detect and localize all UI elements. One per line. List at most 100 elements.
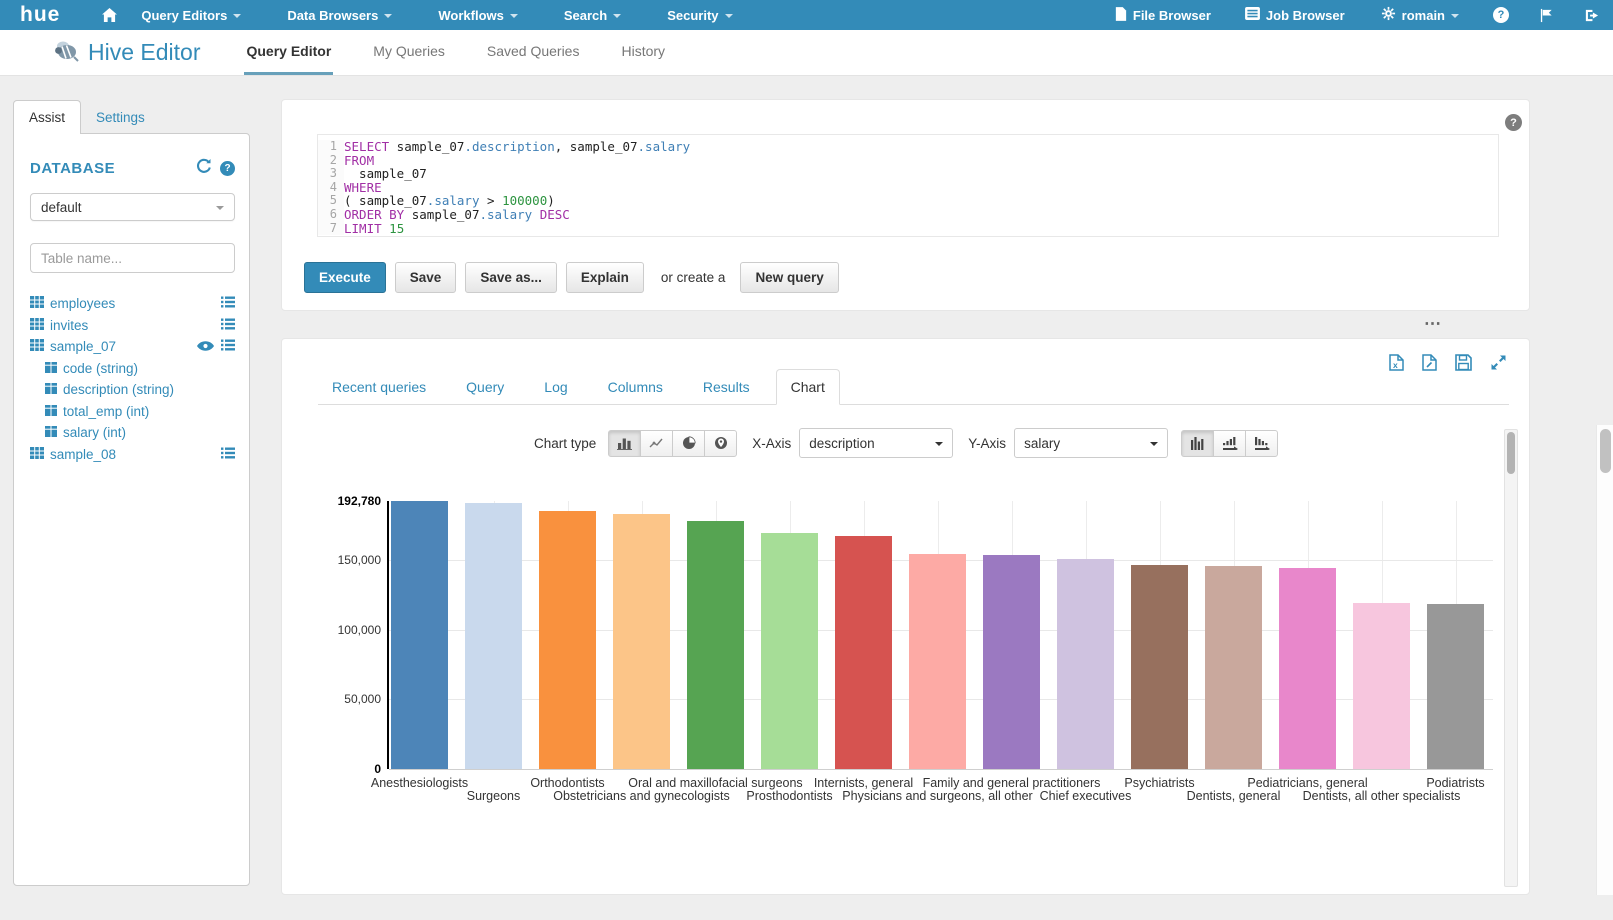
tab-my-queries[interactable]: My Queries [373, 43, 445, 59]
column-row-total-emp[interactable]: total_emp (int) [30, 401, 235, 423]
logout-icon[interactable] [1584, 8, 1599, 23]
database-select[interactable]: default [30, 193, 235, 221]
column-row-code[interactable]: code (string) [30, 358, 235, 380]
tab-results[interactable]: Results [702, 379, 750, 395]
chart-bar[interactable] [761, 532, 818, 769]
x-axis-select[interactable]: description [799, 428, 954, 458]
sql-line[interactable]: 1 SELECT sample_07.description, sample_07… [318, 139, 1498, 154]
column-icon [45, 425, 57, 440]
sql-line[interactable]: 7 LIMIT 15 [318, 221, 1498, 236]
home-icon[interactable] [102, 8, 118, 22]
x-axis-category-label: Surgeons [466, 789, 521, 803]
refresh-icon[interactable] [196, 158, 212, 179]
sql-line[interactable]: 5( sample_07.salary > 100000) [318, 194, 1498, 208]
nav-search[interactable]: Search [564, 8, 622, 23]
bar-chart-type-button[interactable] [608, 429, 642, 457]
file-export-icon[interactable] [1422, 354, 1437, 376]
tab-settings[interactable]: Settings [96, 110, 145, 125]
table-row-employees[interactable]: employees [30, 293, 235, 315]
tab-assist[interactable]: Assist [13, 100, 82, 134]
save-button[interactable]: Save [394, 262, 457, 293]
chart-bar[interactable] [1205, 565, 1262, 769]
hue-logo[interactable]: hue [20, 3, 61, 26]
tab-saved-queries[interactable]: Saved Queries [486, 43, 580, 59]
chart-bar[interactable] [1427, 604, 1484, 769]
tab-columns[interactable]: Columns [607, 379, 663, 395]
chart-bar[interactable] [1279, 567, 1336, 769]
new-query-button[interactable]: New query [740, 262, 839, 293]
line-number: 4 [318, 180, 344, 195]
hive-bee-logo-icon [52, 37, 80, 69]
nav-file-browser[interactable]: File Browser [1115, 6, 1211, 24]
table-menu-icon[interactable] [221, 318, 235, 333]
chart-bar[interactable] [909, 553, 966, 769]
chart-bar[interactable] [1131, 564, 1188, 769]
results-scrollbar-thumb[interactable] [1507, 432, 1515, 474]
sql-line[interactable]: 6 ORDER BY sample_07.salary DESC [318, 207, 1498, 222]
sql-editor[interactable]: 1 SELECT sample_07.description, sample_07… [317, 134, 1499, 237]
chart-bar[interactable] [835, 536, 892, 769]
sql-line[interactable]: 4 WHERE [318, 179, 1498, 195]
table-row-invites[interactable]: invites [30, 315, 235, 337]
tab-chart[interactable]: Chart [775, 369, 840, 405]
save-as-button[interactable]: Save as... [465, 262, 557, 293]
column-icon [45, 382, 57, 397]
nav-query-editors[interactable]: Query Editors [141, 8, 242, 23]
x-axis-category-label: Family and general practitioners [922, 776, 1101, 790]
excel-export-icon[interactable]: x [1389, 354, 1404, 376]
tab-recent-queries[interactable]: Recent queries [332, 379, 427, 395]
editor-help-icon[interactable]: ? [1505, 114, 1522, 131]
line-chart-type-button[interactable] [640, 429, 674, 457]
table-tree: employees invites sample_07 code (string… [30, 293, 235, 465]
pie-chart-type-button[interactable] [672, 429, 706, 457]
nav-user-menu[interactable]: romain [1381, 6, 1459, 24]
save-results-icon[interactable] [1455, 354, 1472, 376]
sql-line[interactable]: 3 sample_07 [318, 167, 1498, 181]
x-axis-category-label: Internists, general [813, 776, 914, 790]
y-axis-select[interactable]: salary [1014, 428, 1169, 458]
tab-query-editor[interactable]: Query Editor [244, 30, 334, 75]
nav-security[interactable]: Security [667, 8, 733, 23]
chart-bar[interactable] [465, 502, 522, 769]
nav-workflows[interactable]: Workflows [438, 8, 518, 23]
tab-query[interactable]: Query [466, 379, 505, 395]
sql-code: WHERE [344, 179, 382, 195]
sort-asc-button[interactable] [1213, 429, 1247, 457]
table-menu-icon[interactable] [221, 296, 235, 311]
sort-desc-button[interactable] [1245, 429, 1279, 457]
explain-button[interactable]: Explain [565, 262, 644, 293]
table-menu-icon[interactable] [221, 447, 235, 462]
chart-bar[interactable] [687, 520, 744, 769]
help-icon[interactable]: ? [1493, 7, 1509, 23]
table-filter-input[interactable] [30, 243, 235, 273]
sql-line[interactable]: 2 FROM [318, 153, 1498, 168]
column-row-salary[interactable]: salary (int) [30, 422, 235, 444]
chart-bar[interactable] [539, 511, 596, 769]
flag-icon[interactable] [1539, 8, 1554, 23]
table-row-sample-08[interactable]: sample_08 [30, 444, 235, 466]
preview-eye-icon[interactable] [197, 339, 214, 354]
chart-bar[interactable] [983, 555, 1040, 769]
chart-bar[interactable] [613, 513, 670, 769]
results-scrollbar[interactable] [1504, 429, 1518, 887]
chart-bar[interactable] [1353, 603, 1410, 769]
y-axis-tick-label: 100,000 [337, 622, 381, 637]
tab-history[interactable]: History [621, 43, 666, 59]
tab-log[interactable]: Log [544, 379, 568, 395]
chart-bar[interactable] [391, 501, 448, 769]
nav-job-browser[interactable]: Job Browser [1244, 7, 1345, 23]
table-row-sample-07[interactable]: sample_07 [30, 336, 235, 358]
column-row-description[interactable]: description (string) [30, 379, 235, 401]
page-scrollbar-thumb[interactable] [1600, 429, 1611, 473]
expand-results-icon[interactable] [1490, 354, 1507, 376]
resize-handle[interactable]: ⋯ [1424, 314, 1442, 333]
execute-button[interactable]: Execute [304, 262, 386, 293]
nav-data-browsers[interactable]: Data Browsers [287, 8, 393, 23]
chart-bar[interactable] [1057, 558, 1114, 769]
no-sort-button[interactable] [1181, 429, 1215, 457]
map-chart-type-button[interactable] [704, 429, 738, 457]
database-help-icon[interactable]: ? [220, 161, 235, 176]
table-menu-icon[interactable] [221, 339, 235, 354]
page-scrollbar[interactable] [1596, 425, 1613, 895]
sql-code: ( sample_07.salary > 100000) [344, 193, 555, 209]
